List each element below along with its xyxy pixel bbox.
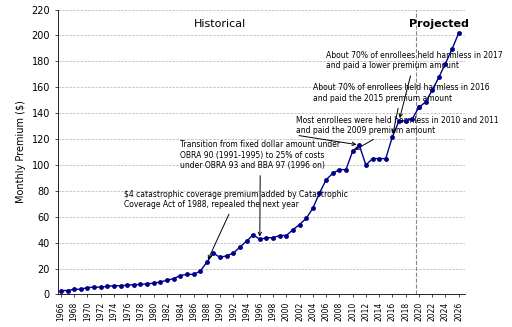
Text: Projected: Projected [409,19,468,29]
Text: Historical: Historical [194,19,246,29]
Text: Most enrollees were held harmless in 2010 and 2011
and paid the 2009 premium amo: Most enrollees were held harmless in 201… [296,116,499,149]
Text: Transition from fixed dollar amount under
OBRA 90 (1991-1995) to 25% of costs
un: Transition from fixed dollar amount unde… [180,140,340,235]
Text: About 70% of enrollees held harmless in 2017
and paid a lower premium amount: About 70% of enrollees held harmless in … [326,51,503,117]
Text: $4 catastrophic coverage premium added by Catastrophic
Coverage Act of 1988, rep: $4 catastrophic coverage premium added b… [124,190,348,259]
Y-axis label: Monthly Premium ($): Monthly Premium ($) [16,101,26,203]
Text: About 70% of enrollees held harmless in 2016
and paid the 2015 premium amount: About 70% of enrollees held harmless in … [313,83,489,133]
